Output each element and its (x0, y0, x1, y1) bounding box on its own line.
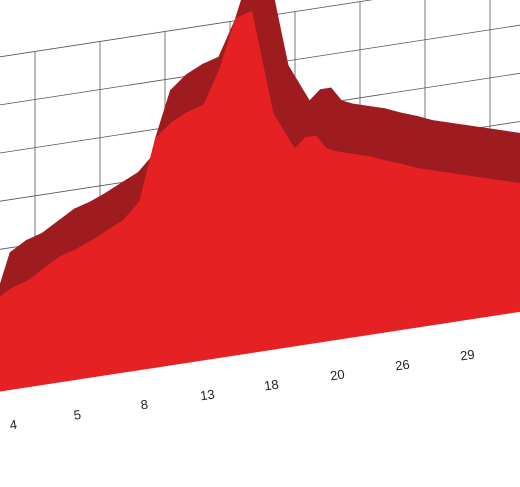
profile-front-face (0, 10, 520, 392)
elevation-profile (0, 0, 520, 392)
tick-label-5: 20 (329, 367, 345, 384)
tick-label-6: 26 (394, 357, 410, 374)
tick-label-4: 18 (263, 377, 279, 394)
tick-label-2: 8 (140, 397, 149, 413)
profile-top-segment-35 (513, 161, 520, 184)
tick-label-7: 29 (459, 347, 475, 364)
tick-label-0: 4 (9, 417, 18, 433)
tick-label-3: 13 (199, 387, 215, 404)
tick-labels: 4 5 8 13 18 20 26 29 (9, 347, 476, 433)
tick-label-1: 5 (73, 407, 82, 423)
